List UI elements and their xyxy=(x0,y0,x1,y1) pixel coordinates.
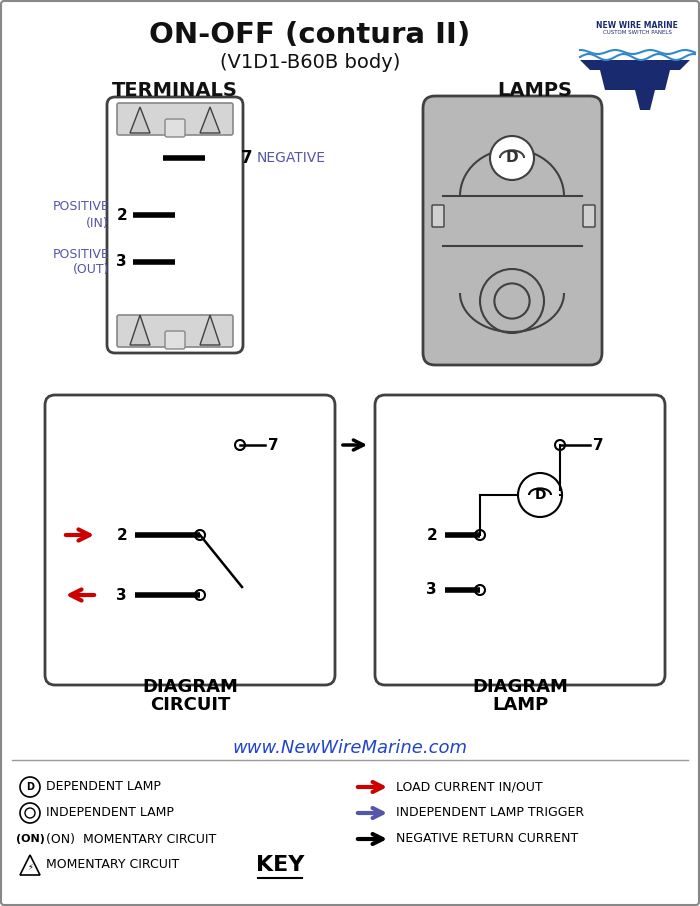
FancyBboxPatch shape xyxy=(117,315,233,347)
Text: D: D xyxy=(505,150,518,166)
Text: (OUT): (OUT) xyxy=(73,264,109,276)
Text: NEGATIVE RETURN CURRENT: NEGATIVE RETURN CURRENT xyxy=(396,833,578,845)
Text: 2: 2 xyxy=(426,527,437,543)
Text: 3: 3 xyxy=(426,583,437,597)
Text: LOAD CURRENT IN/OUT: LOAD CURRENT IN/OUT xyxy=(396,780,542,794)
Text: 7: 7 xyxy=(593,438,603,452)
Polygon shape xyxy=(130,315,150,345)
Text: LAMPS: LAMPS xyxy=(498,81,573,100)
Circle shape xyxy=(518,473,562,517)
Circle shape xyxy=(475,530,485,540)
Text: CIRCUIT: CIRCUIT xyxy=(150,696,230,714)
Text: 7: 7 xyxy=(241,149,253,167)
Text: www.NewWireMarine.com: www.NewWireMarine.com xyxy=(232,739,468,757)
Circle shape xyxy=(490,136,534,180)
Text: (ON): (ON) xyxy=(15,834,44,844)
Text: D: D xyxy=(534,488,546,502)
FancyBboxPatch shape xyxy=(375,395,665,685)
Text: DEPENDENT LAMP: DEPENDENT LAMP xyxy=(46,780,161,794)
FancyBboxPatch shape xyxy=(423,96,602,365)
Circle shape xyxy=(195,530,205,540)
Text: NEW WIRE MARINE: NEW WIRE MARINE xyxy=(596,21,678,30)
FancyBboxPatch shape xyxy=(165,331,185,349)
Text: NEGATIVE: NEGATIVE xyxy=(257,151,326,165)
Text: POSITIVE: POSITIVE xyxy=(52,200,109,214)
Text: LAMP: LAMP xyxy=(492,696,548,714)
Text: 2: 2 xyxy=(116,207,127,223)
Text: CUSTOM SWITCH PANELS: CUSTOM SWITCH PANELS xyxy=(603,31,671,35)
FancyBboxPatch shape xyxy=(583,205,595,227)
Text: 3: 3 xyxy=(116,255,127,269)
FancyBboxPatch shape xyxy=(107,97,243,353)
Polygon shape xyxy=(580,60,690,70)
Text: INDEPENDENT LAMP TRIGGER: INDEPENDENT LAMP TRIGGER xyxy=(396,806,584,820)
Text: 3: 3 xyxy=(116,587,127,602)
Text: MOMENTARY CIRCUIT: MOMENTARY CIRCUIT xyxy=(46,859,179,872)
FancyBboxPatch shape xyxy=(45,395,335,685)
Polygon shape xyxy=(20,855,40,875)
Text: POSITIVE: POSITIVE xyxy=(52,247,109,261)
Polygon shape xyxy=(600,70,670,90)
FancyBboxPatch shape xyxy=(117,103,233,135)
FancyBboxPatch shape xyxy=(165,119,185,137)
Text: 7: 7 xyxy=(268,438,279,452)
Text: (ON)  MOMENTARY CIRCUIT: (ON) MOMENTARY CIRCUIT xyxy=(46,833,216,845)
Text: ON-OFF (contura II): ON-OFF (contura II) xyxy=(149,21,470,49)
Text: (IN): (IN) xyxy=(86,217,109,229)
Circle shape xyxy=(480,269,544,333)
Text: D: D xyxy=(26,782,34,792)
Circle shape xyxy=(475,585,485,595)
Polygon shape xyxy=(200,315,220,345)
Circle shape xyxy=(555,440,565,450)
Circle shape xyxy=(195,590,205,600)
Text: KEY: KEY xyxy=(256,855,304,875)
Polygon shape xyxy=(130,107,150,133)
Circle shape xyxy=(20,803,40,823)
Polygon shape xyxy=(200,107,220,133)
Circle shape xyxy=(235,440,245,450)
Text: (V1D1-B60B body): (V1D1-B60B body) xyxy=(220,53,400,72)
Text: 2: 2 xyxy=(116,527,127,543)
Text: INDEPENDENT LAMP: INDEPENDENT LAMP xyxy=(46,806,174,820)
FancyBboxPatch shape xyxy=(432,205,444,227)
Text: TERMINALS: TERMINALS xyxy=(112,81,238,100)
Polygon shape xyxy=(635,90,655,110)
Text: ⚡: ⚡ xyxy=(27,863,33,872)
Circle shape xyxy=(25,808,35,818)
Text: DIAGRAM: DIAGRAM xyxy=(142,678,238,696)
Text: DIAGRAM: DIAGRAM xyxy=(472,678,568,696)
Circle shape xyxy=(20,777,40,797)
Circle shape xyxy=(494,284,530,319)
